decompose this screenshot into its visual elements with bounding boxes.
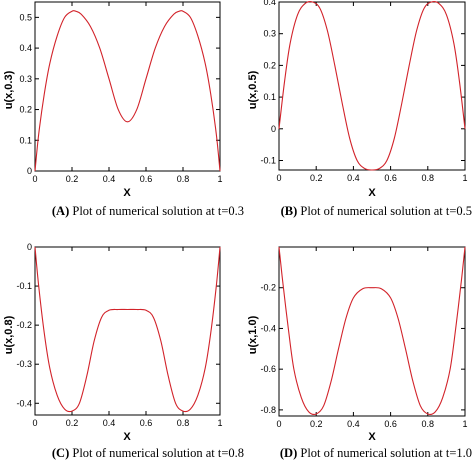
xtick-label-c: 0.4 (103, 418, 116, 428)
caption-text-c: Plot of numerical solution at t=0.8 (72, 446, 244, 460)
caption-tag-b: (B) (281, 204, 298, 218)
panel-d: 0 0.2 0.4 0.6 0.8 1 -0.8 -0.6 -0.4 -0.2 X u(x,1.0… (247, 246, 472, 460)
xtick-label-d: 0.8 (422, 419, 435, 429)
caption-a: (A) Plot of numerical solution at t=0.3 (52, 204, 244, 218)
xtick-label-c: 0.2 (66, 418, 79, 428)
caption-text-a: Plot of numerical solution at t=0.3 (72, 204, 244, 218)
xtick-label-b: 0.4 (347, 173, 360, 183)
ylabel-c: u(x,0.8) (3, 315, 15, 354)
xtick-label-c: 0.8 (177, 418, 190, 428)
ylabel-a: u(x,0.3) (3, 70, 15, 109)
xtick-label-d: 0 (276, 419, 281, 429)
xlabel-d: X (368, 431, 376, 443)
ylabel-b: u(x,0.5) (247, 70, 259, 109)
caption-text-d: Plot of numerical solution at t=1.0 (300, 446, 472, 460)
xlabel-b: X (368, 187, 376, 199)
series-line-c (34, 246, 221, 413)
ytick-label-b: 0 (271, 124, 276, 134)
caption-tag-a: (A) (52, 204, 69, 218)
series-line-d (278, 246, 466, 416)
xtick-label-a: 1 (217, 174, 222, 184)
ytick-label-b: 0.4 (263, 0, 276, 7)
xtick-label-d: 0.2 (310, 419, 323, 429)
xlabel-c: X (123, 431, 131, 443)
ytick-label-a: 0 (27, 166, 32, 176)
ytick-label-b: -0.1 (260, 155, 276, 165)
xtick-label-d: 0.6 (384, 419, 397, 429)
ytick-label-a: 0.1 (19, 135, 32, 145)
xtick-label-a: 0 (32, 174, 37, 184)
caption-tag-d: (D) (280, 446, 297, 460)
plot-frame-a (34, 1, 221, 172)
xtick-label-b: 0.8 (422, 173, 435, 183)
ytick-label-a: 0.2 (19, 105, 32, 115)
ytick-label-d: -0.8 (260, 405, 276, 415)
xtick-label-a: 0.2 (66, 174, 79, 184)
xtick-label-a: 0.8 (177, 174, 190, 184)
xtick-label-c: 0.6 (140, 418, 153, 428)
ytick-label-d: -0.2 (260, 283, 276, 293)
caption-d: (D) Plot of numerical solution at t=1.0 (280, 446, 472, 460)
xtick-label-d: 0.4 (347, 419, 360, 429)
ytick-label-c: -0.4 (16, 398, 32, 408)
ytick-label-a: 0.5 (19, 12, 32, 22)
ytick-label-a: 0.4 (19, 43, 32, 53)
series-line-a (34, 10, 221, 172)
xtick-label-d: 1 (462, 419, 467, 429)
xtick-label-b: 0 (276, 173, 281, 183)
xtick-label-a: 0.6 (140, 174, 153, 184)
plot-frame-d (278, 246, 466, 417)
plot-frame-b (278, 1, 466, 171)
ytick-label-c: 0 (27, 242, 32, 252)
xlabel-a: X (123, 187, 131, 199)
caption-c: (C) Plot of numerical solution at t=0.8 (52, 446, 244, 460)
plot-a: 0 0.2 0.4 0.6 0.8 1 0 0.1 0.2 0.3 0.4 0.5 (19, 1, 223, 184)
panel-c: 0 0.2 0.4 0.6 0.8 1 -0.4 -0.3 -0.2 -0.1 0 X u(x,0.… (3, 242, 244, 460)
xtick-label-b: 0.6 (384, 173, 397, 183)
xtick-label-c: 1 (217, 418, 222, 428)
xtick-label-c: 0 (32, 418, 37, 428)
ylabel-d: u(x,1.0) (247, 315, 259, 354)
panel-b: 0 0.2 0.4 0.6 0.8 1-0.100.10.20.30.4 X u(x,0.… (247, 0, 472, 218)
caption-b: (B) Plot of numerical solution at t=0.5 (281, 204, 472, 218)
xtick-label-a: 0.4 (103, 174, 116, 184)
ytick-label-b: 0.1 (263, 92, 276, 102)
caption-tag-c: (C) (52, 446, 69, 460)
ytick-label-b: 0.2 (263, 60, 276, 70)
ytick-label-c: -0.1 (16, 281, 32, 291)
xtick-label-b: 0.2 (310, 173, 323, 183)
caption-text-b: Plot of numerical solution at t=0.5 (300, 204, 472, 218)
plot-frame-c (34, 246, 221, 416)
plot-c: 0 0.2 0.4 0.6 0.8 1 -0.4 -0.3 -0.2 -0.1 0 (16, 242, 222, 428)
ytick-label-b: 0.3 (263, 29, 276, 39)
plot-d: 0 0.2 0.4 0.6 0.8 1 -0.8 -0.6 -0.4 -0.2 (260, 246, 468, 429)
ytick-label-a: 0.3 (19, 74, 32, 84)
plot-b: 0 0.2 0.4 0.6 0.8 1-0.100.10.20.30.4 (260, 0, 467, 183)
series-line-b (278, 1, 466, 171)
ytick-label-d: -0.4 (260, 323, 276, 333)
ytick-label-c: -0.2 (16, 320, 32, 330)
ytick-label-c: -0.3 (16, 359, 32, 369)
xtick-label-b: 1 (462, 173, 467, 183)
ytick-label-d: -0.6 (260, 364, 276, 374)
panel-a: 0 0.2 0.4 0.6 0.8 1 0 0.1 0.2 0.3 0.4 0.5 X u(x,0.3… (3, 1, 244, 218)
